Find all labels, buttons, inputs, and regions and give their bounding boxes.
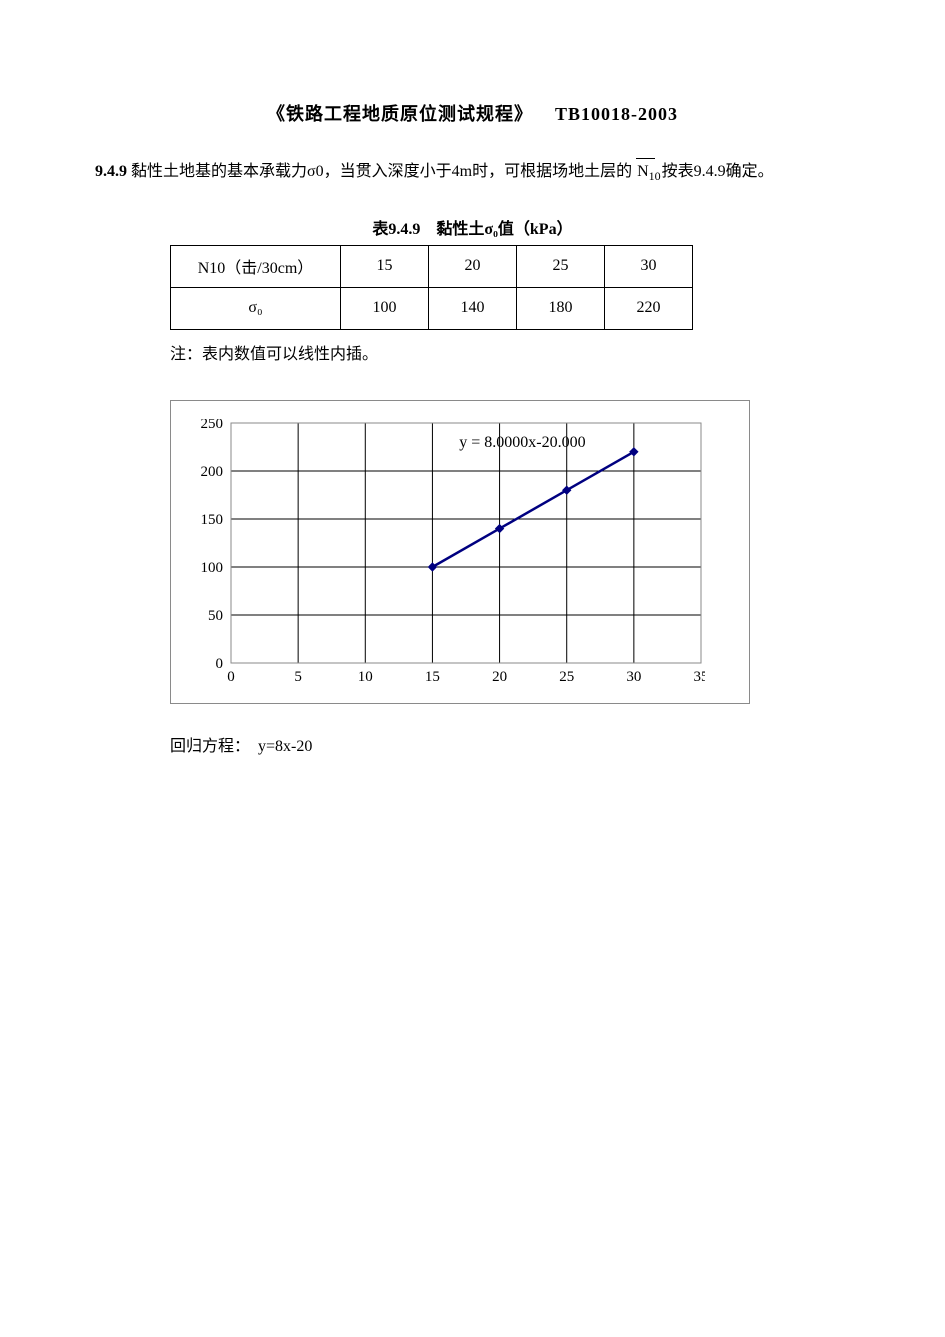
svg-text:15: 15 <box>425 669 440 685</box>
svg-text:200: 200 <box>201 464 224 480</box>
svg-text:250: 250 <box>201 419 224 432</box>
table-cell: 180 <box>517 287 605 329</box>
svg-text:y = 8.0000x-20.000: y = 8.0000x-20.000 <box>459 434 585 451</box>
svg-text:100: 100 <box>201 560 224 576</box>
regression-label: 回归方程： <box>170 738 250 755</box>
regression-line: 回归方程： y=8x-20 <box>95 732 850 756</box>
section-number: 9.4.9 <box>95 163 127 180</box>
table-row: σ₀ 100 140 180 220 <box>171 287 693 329</box>
nbar-symbol: N10 <box>636 158 662 187</box>
table-cell: 140 <box>429 287 517 329</box>
line-chart: 0 5 10 15 20 25 30 35 0 50 100 150 200 250 y = 8.0000x… <box>183 419 705 689</box>
section-text-1: 黏性土地基的基本承载力σ0，当贯入深度小于4m时，可根据场地土层的 <box>131 163 632 180</box>
svg-text:150: 150 <box>201 512 224 528</box>
table-title: 表9.4.9 黏性土σ₀值（kPa） <box>95 215 850 239</box>
section-paragraph: 9.4.9 黏性土地基的基本承载力σ0，当贯入深度小于4m时，可根据场地土层的 … <box>95 158 850 187</box>
table-cell: 25 <box>517 245 605 287</box>
row2-label: σ₀ <box>171 287 341 329</box>
table-cell: 100 <box>341 287 429 329</box>
svg-text:20: 20 <box>492 669 507 685</box>
regression-equation: y=8x-20 <box>258 738 312 755</box>
svg-text:10: 10 <box>358 669 373 685</box>
svg-text:30: 30 <box>626 669 641 685</box>
svg-text:50: 50 <box>208 608 223 624</box>
svg-text:0: 0 <box>216 656 224 672</box>
document-title-cn: 《铁路工程地质原位测试规程》 <box>267 104 533 124</box>
row1-label: N10（击/30cm） <box>171 245 341 287</box>
svg-text:5: 5 <box>294 669 302 685</box>
svg-text:35: 35 <box>694 669 706 685</box>
document-title-code: TB10018-2003 <box>555 104 678 124</box>
table-cell: 220 <box>605 287 693 329</box>
section-text-2: 按表9.4.9确定。 <box>662 163 774 180</box>
document-title: 《铁路工程地质原位测试规程》 TB10018-2003 <box>95 100 850 126</box>
table-row: N10（击/30cm） 15 20 25 30 <box>171 245 693 287</box>
svg-text:25: 25 <box>559 669 574 685</box>
table-cell: 20 <box>429 245 517 287</box>
svg-text:0: 0 <box>227 669 235 685</box>
table-cell: 30 <box>605 245 693 287</box>
table-cell: 15 <box>341 245 429 287</box>
chart-container: 0 5 10 15 20 25 30 35 0 50 100 150 200 250 y = 8.0000x… <box>170 400 750 704</box>
table-note: 注：表内数值可以线性内插。 <box>95 340 850 364</box>
data-table: N10（击/30cm） 15 20 25 30 σ₀ 100 140 180 2… <box>170 245 693 330</box>
